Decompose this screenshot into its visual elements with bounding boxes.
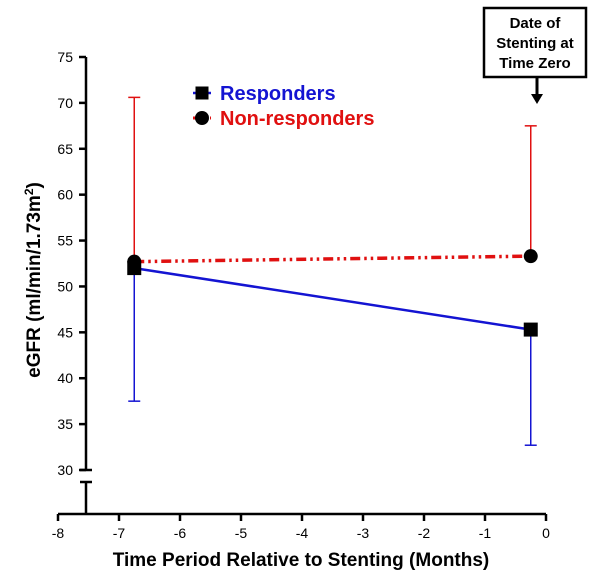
legend-responders-label: Responders <box>220 83 336 105</box>
legend-nonresponders-label: Non-responders <box>220 108 374 130</box>
non-responders-line <box>134 254 531 264</box>
x-tick-label-3: -5 <box>235 525 248 541</box>
y-tick-label-6: 60 <box>57 187 73 203</box>
non-responders-marker-1 <box>523 249 538 264</box>
annotation-box <box>482 6 588 79</box>
y-axis-title-close: ) <box>24 182 45 188</box>
y-tick-label-8: 70 <box>57 95 73 111</box>
x-tick-label-8: 0 <box>542 525 550 541</box>
x-tick-label-5: -3 <box>357 525 370 541</box>
annotation-line-2: Stenting at <box>496 35 574 52</box>
y-axis-title: eGFR (ml/min/1.73m2) <box>22 182 45 378</box>
y-tick-label-4: 50 <box>57 278 73 294</box>
non-responders-marker-0 <box>127 254 142 269</box>
legend-nonresponders-marker <box>195 111 209 125</box>
x-tick-label-2: -6 <box>174 525 187 541</box>
y-axis-title-main: eGFR (ml/min/1.73m <box>24 195 45 378</box>
stenting-annotation: Date of Stenting at Time Zero <box>482 6 588 104</box>
annotation-arrow-head <box>531 94 543 104</box>
y-tick-label-2: 40 <box>57 370 73 386</box>
legend-responders-marker <box>195 86 209 100</box>
x-ticks: -8 -7 -6 -5 -4 -3 -2 -1 0 <box>52 514 550 541</box>
x-tick-label-7: -1 <box>479 525 492 541</box>
y-tick-label-7: 65 <box>57 141 73 157</box>
x-tick-label-4: -4 <box>296 525 309 541</box>
annotation-line-3: Time Zero <box>499 55 570 72</box>
x-tick-label-1: -7 <box>113 525 126 541</box>
y-tick-label-1: 35 <box>57 416 73 432</box>
x-tick-label-0: -8 <box>52 525 65 541</box>
responders-marker-1 <box>523 322 538 337</box>
y-ticks: 30 35 40 45 50 55 60 65 70 75 <box>57 49 86 478</box>
x-tick-label-6: -2 <box>418 525 431 541</box>
y-tick-label-3: 45 <box>57 324 73 340</box>
y-axis-title-superscript: 2 <box>22 188 36 195</box>
series-layer <box>127 96 538 446</box>
y-tick-label-5: 55 <box>57 233 73 249</box>
responders-line <box>134 266 531 331</box>
annotation-line-1: Date of <box>510 15 562 32</box>
legend: Responders Non-responders <box>193 83 374 130</box>
x-axis-title: Time Period Relative to Stenting (Months… <box>113 550 490 571</box>
y-tick-label-9: 75 <box>57 49 73 65</box>
y-tick-label-0: 30 <box>57 462 73 478</box>
